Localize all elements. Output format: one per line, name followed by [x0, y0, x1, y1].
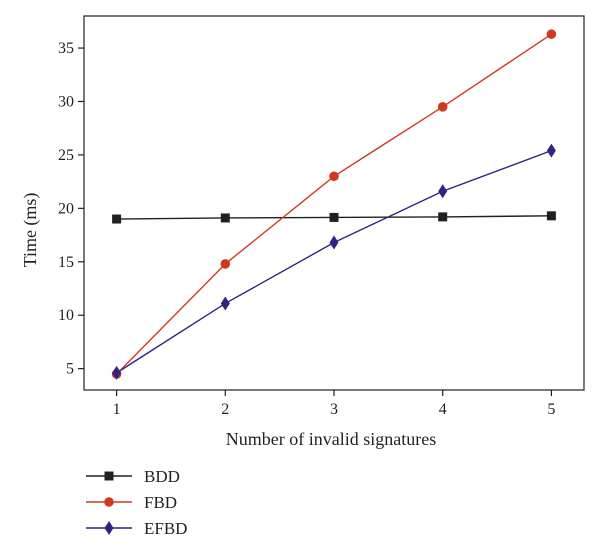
y-tick-label: 30: [58, 93, 74, 110]
y-tick-label: 25: [58, 147, 74, 164]
series-line-efbd: [116, 149, 552, 374]
data-point-fbd: [329, 171, 339, 182]
x-tick-label: 1: [113, 401, 121, 418]
data-point-fbd: [437, 102, 448, 112]
y-tick-label: 5: [66, 361, 74, 378]
data-point-efbd: [112, 365, 122, 380]
y-tick-label: 20: [58, 200, 74, 217]
legend-label-bdd: BDD: [144, 467, 180, 486]
data-point-efbd: [329, 235, 339, 250]
data-point-bdd: [546, 211, 556, 221]
legend-marker-fbd: [104, 497, 114, 507]
data-point-efbd: [220, 296, 230, 311]
x-tick-label: 4: [439, 401, 447, 418]
x-tick-label: 5: [547, 401, 555, 418]
data-point-fbd: [220, 259, 231, 269]
legend: BDD FBD EFBD: [86, 467, 187, 538]
data-point-efbd: [546, 143, 556, 158]
data-point-bdd: [112, 214, 122, 224]
legend-marker-efbd: [104, 521, 114, 535]
data-point-fbd: [546, 29, 557, 39]
plot-frame: [83, 15, 585, 391]
legend-label-efbd: EFBD: [144, 519, 187, 538]
data-point-bdd: [220, 213, 230, 223]
y-axis-title: Time (ms): [20, 193, 41, 268]
series-line-fbd: [116, 33, 552, 375]
plot-area: [111, 29, 557, 380]
x-tick-label: 3: [330, 401, 338, 418]
data-point-bdd: [329, 212, 339, 222]
x-axis-title: Number of invalid signatures: [226, 429, 436, 449]
y-tick-label: 35: [58, 40, 74, 57]
y-tick-label: 15: [58, 254, 74, 271]
data-point-efbd: [438, 184, 448, 199]
x-tick-label: 2: [221, 401, 229, 418]
legend-label-fbd: FBD: [144, 493, 177, 512]
data-point-bdd: [438, 212, 448, 222]
legend-marker-bdd: [104, 471, 114, 481]
axes: 5 10 15 20 25 30 35 1 2 3 4 5: [58, 15, 585, 418]
y-tick-label: 10: [58, 307, 74, 324]
